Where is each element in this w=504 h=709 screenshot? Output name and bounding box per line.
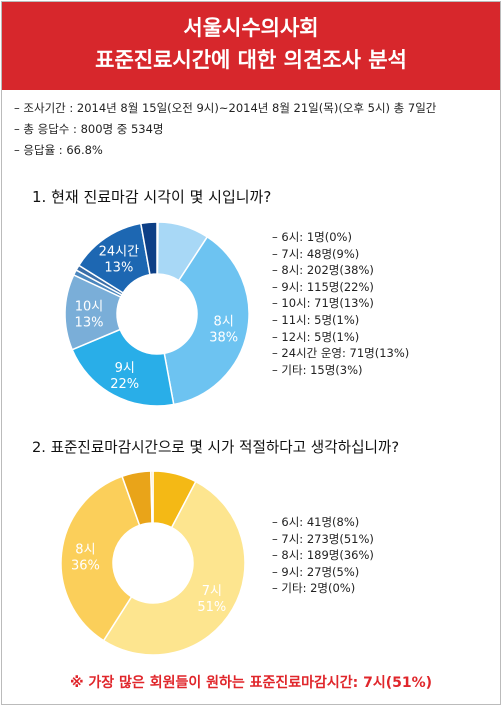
legend-entry: – 6시: 1명(0%): [272, 230, 352, 244]
legend-entry: – 기타: 15명(3%): [272, 362, 363, 377]
legend-entry: – 7시: 273명(51%): [272, 531, 374, 546]
pie-slice-1-8: [139, 221, 158, 276]
legend-entry: – 기타: 2명(0%): [272, 581, 356, 596]
legend-entry: – 24시간 운영: 71명(13%): [272, 346, 410, 361]
legend-entry: – 8시: 202명(38%): [272, 263, 374, 278]
legend-entry: – 8시: 189명(36%): [272, 548, 374, 563]
slice-label: 8시: [75, 542, 95, 557]
legend-entry: – 12시: 5명(1%): [272, 329, 360, 344]
header-banner: 서울시수의사회 표준진료시간에 대한 의견조사 분석: [2, 2, 500, 90]
pie-slice-1-2: [163, 235, 250, 406]
legend-entry: – 10시: 71명(13%): [272, 296, 374, 311]
slice-percent: 22%: [110, 377, 139, 392]
question-2-legend: – 6시: 41명(8%) – 7시: 273명(51%) – 8시: 189명(3…: [272, 514, 374, 597]
title-line-1: 서울시수의사회: [183, 16, 319, 40]
legend-entry: – 7시: 48명(9%): [272, 246, 360, 261]
slice-label: 10시: [75, 300, 104, 315]
legend-entry: – 9시: 27명(5%): [272, 564, 360, 579]
pie-slice-1-3: [71, 328, 175, 407]
pie-slice-2-4: [150, 470, 154, 524]
pie-slice-2-2: [60, 475, 141, 642]
slice-label: 8시: [214, 314, 234, 329]
question-1-title: 1. 현재 진료마감 시각이 몇 시입니까?: [32, 188, 272, 206]
slice-label: 24시간: [99, 245, 140, 260]
info-period: – 조사기간 : 2014년 8월 15일(오전 9시)~2014년 8월 21…: [14, 101, 437, 115]
question-2-title: 2. 표준진료마감시간으로 몇 시가 적절하다고 생각하십니까?: [32, 439, 400, 456]
question-1-legend: – 6시: 1명(0%) – 7시: 48명(9%) – 8시: 202명(38%)…: [272, 229, 409, 378]
footer-note: ※ 가장 많은 회원들이 원하는 표준진료마감시간: 7시(51%): [69, 675, 433, 691]
slice-label: 7시: [202, 584, 222, 599]
slice-percent: 38%: [209, 330, 238, 345]
info-responses: – 총 응답수 : 800명 중 534명: [14, 122, 164, 136]
slice-percent: 36%: [71, 558, 100, 573]
info-response-rate: – 응답율 : 66.8%: [14, 143, 103, 157]
legend-entry: – 11시: 5명(1%): [272, 312, 360, 327]
legend-entry: – 9시: 115명(22%): [272, 279, 374, 294]
slice-percent: 51%: [197, 600, 226, 615]
slice-label: 9시: [115, 361, 135, 376]
slice-percent: 13%: [104, 261, 133, 276]
legend-entry: – 6시: 41명(8%): [272, 515, 360, 529]
title-line-2: 표준진료시간에 대한 의견조사 분석: [95, 48, 407, 72]
pie-slice-2-1: [102, 480, 246, 656]
survey-info: – 조사기간 : 2014년 8월 15일(오전 9시)~2014년 8월 21…: [14, 98, 436, 161]
slice-percent: 13%: [75, 316, 104, 331]
